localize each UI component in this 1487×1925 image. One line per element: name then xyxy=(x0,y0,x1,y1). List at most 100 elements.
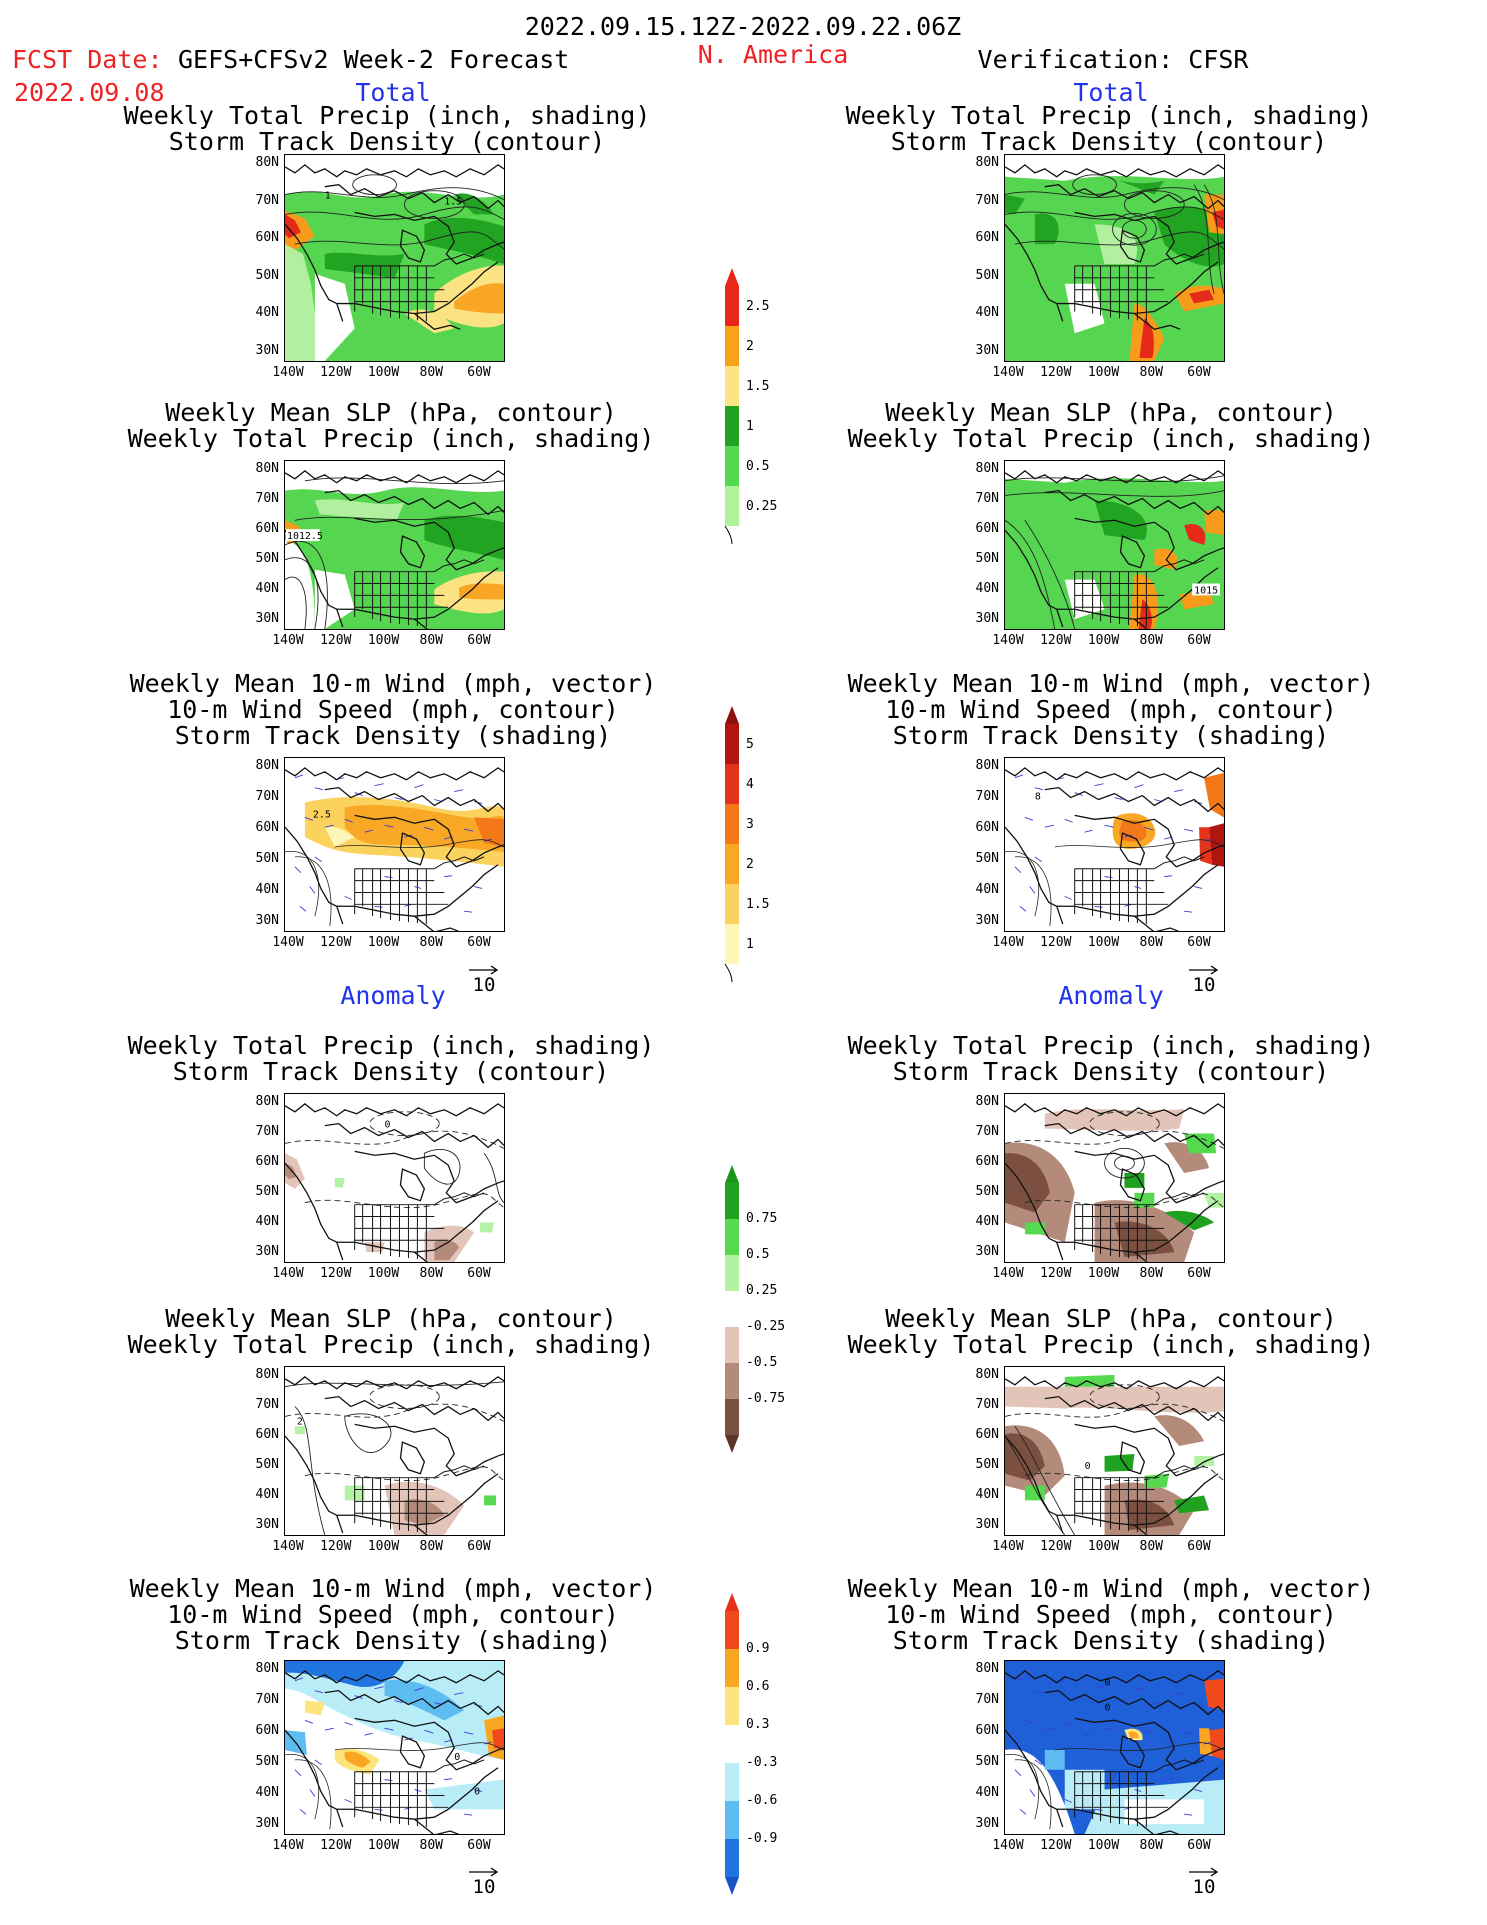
lon-tick-label: 120W xyxy=(1040,1539,1072,1554)
lon-tick-label: 80W xyxy=(419,1266,443,1281)
colorbar-top-arrow xyxy=(725,268,739,286)
panel-title-line: Weekly Total Precip (inch, shading) xyxy=(847,1330,1375,1359)
lon-tick-label: 60W xyxy=(1187,633,1211,648)
lat-tick-label: 30N xyxy=(975,1816,999,1831)
colorbar-swatch xyxy=(725,326,739,366)
colorbar-label: 2 xyxy=(746,857,754,872)
lon-tick-label: 140W xyxy=(992,935,1024,950)
lon-tick-label: 120W xyxy=(320,1539,352,1554)
colorbar-label: 2.5 xyxy=(746,299,770,314)
lon-tick-label: 100W xyxy=(367,1266,400,1281)
vector-reference-label: 10 xyxy=(472,1876,496,1898)
lon-tick-label: 80W xyxy=(419,935,443,950)
lon-tick-label: 140W xyxy=(992,1539,1024,1554)
fcst-date: 2022.09.08 xyxy=(14,78,165,107)
panel-title-line: Weekly Total Precip (inch, shading) xyxy=(127,1031,655,1060)
vector-reference-obs-anom: 10 xyxy=(1188,1866,1220,1897)
colorbar-label: -0.25 xyxy=(746,1319,786,1334)
contour-label: 0 xyxy=(1105,1702,1111,1713)
lon-tick-label: 120W xyxy=(1040,1266,1072,1281)
lon-tick-label: 140W xyxy=(992,1266,1024,1281)
colorbar-bottom-arrow xyxy=(724,963,733,982)
colorbar-swatch xyxy=(725,366,739,406)
lon-tick-label: 60W xyxy=(467,1266,491,1281)
lat-tick-label: 50N xyxy=(255,1457,279,1472)
contour-label: 1 xyxy=(325,191,331,202)
lat-tick-label: 70N xyxy=(255,1692,279,1707)
colorbar-top-arrow xyxy=(725,706,739,724)
colorbar-label: -0.6 xyxy=(746,1793,778,1808)
section-label-total-left: Total xyxy=(355,78,431,107)
panel-title-fc-total-wind: Weekly Mean 10-m Wind (mph, vector) 10-m… xyxy=(130,671,657,749)
panel-title-line: Weekly Total Precip (inch, shading) xyxy=(127,1330,655,1359)
panel-title-line: Storm Track Density (contour) xyxy=(172,1057,610,1086)
colorbar-swatches xyxy=(724,268,739,544)
lon-tick-label: 60W xyxy=(1187,365,1211,380)
colorbar-label: 0.25 xyxy=(746,499,778,514)
lon-tick-label: 120W xyxy=(1040,1838,1072,1853)
colorbar-swatch xyxy=(725,844,739,884)
lon-tick-label: 60W xyxy=(1187,1266,1211,1281)
colorbar-label: 0.5 xyxy=(746,459,770,474)
lat-tick-label: 30N xyxy=(255,1244,279,1259)
lon-tick-label: 80W xyxy=(1139,1539,1163,1554)
panel-title-line: Weekly Mean SLP (hPa, contour) xyxy=(885,1304,1337,1333)
lon-tick-label: 60W xyxy=(1187,1838,1211,1853)
lon-tick-label: 80W xyxy=(419,633,443,648)
lat-tick-label: 70N xyxy=(255,1397,279,1412)
lat-tick-label: 50N xyxy=(255,1184,279,1199)
lat-tick-label: 40N xyxy=(255,882,279,897)
vector-reference-obs-total: 10 xyxy=(1188,964,1220,995)
map-fc-total-precip: 1 1.5 xyxy=(284,154,505,362)
lat-tick-label: 60N xyxy=(255,521,279,536)
contour-label: 1.5 xyxy=(444,197,462,208)
colorbar-swatches xyxy=(725,1165,739,1453)
lon-tick-label: 100W xyxy=(1087,633,1120,648)
panel-title-fc-anom-slp: Weekly Mean SLP (hPa, contour) Weekly To… xyxy=(128,1306,655,1358)
colorbar-swatch xyxy=(725,1327,739,1363)
lon-tick-label: 100W xyxy=(367,1838,400,1853)
contour-label: 0 xyxy=(454,1752,460,1763)
lat-tick-label: 70N xyxy=(975,1692,999,1707)
lat-tick-label: 80N xyxy=(975,1367,999,1382)
lat-tick-label: 60N xyxy=(255,230,279,246)
colorbar-swatch xyxy=(725,1839,739,1877)
colorbar-swatch xyxy=(725,1687,739,1725)
panel-title-obs-anom-wind: Weekly Mean 10-m Wind (mph, vector) 10-m… xyxy=(848,1576,1375,1654)
colorbar-bottom-arrow xyxy=(725,1877,739,1895)
lat-tick-label: 50N xyxy=(975,267,999,283)
panel-title-line: 10-m Wind Speed (mph, contour) xyxy=(885,695,1337,724)
lat-tick-label: 80N xyxy=(255,155,279,170)
colorbar-swatch xyxy=(725,1291,739,1327)
lon-tick-label: 80W xyxy=(1139,1838,1163,1853)
lon-tick-label: 140W xyxy=(992,1838,1024,1853)
lon-tick-label: 60W xyxy=(1187,1539,1211,1554)
colorbar-swatch xyxy=(725,406,739,446)
panel-title-line: Weekly Mean 10-m Wind (mph, vector) xyxy=(847,669,1375,698)
lon-tick-label: 60W xyxy=(467,1838,491,1853)
lon-tick-label: 60W xyxy=(467,935,491,950)
colorbar-label: 0.5 xyxy=(746,1247,770,1262)
lat-tick-label: 50N xyxy=(975,1184,999,1199)
contour-label: 0 xyxy=(1085,1461,1091,1472)
lat-tick-label: 40N xyxy=(255,581,279,596)
panel-title-line: Weekly Mean SLP (hPa, contour) xyxy=(885,398,1337,427)
colorbar-bottom-arrow xyxy=(724,525,733,544)
contour-label: 0 xyxy=(1105,1678,1111,1689)
panel-title-line: Storm Track Density (contour) xyxy=(892,1057,1330,1086)
lat-tick-label: 50N xyxy=(975,851,999,866)
panel-title-line: Weekly Mean 10-m Wind (mph, vector) xyxy=(129,669,657,698)
lat-tick-label: 80N xyxy=(255,1367,279,1382)
lon-tick-label: 100W xyxy=(1087,1539,1120,1554)
lon-tick-label: 60W xyxy=(467,633,491,648)
map-obs-total-slp: 1015 xyxy=(1004,460,1225,630)
panel-title-line: Storm Track Density (shading) xyxy=(892,1626,1330,1655)
colorbar-label: 3 xyxy=(746,817,754,832)
lon-tick-label: 100W xyxy=(1087,1266,1120,1281)
panel-title-line: Weekly Total Precip (inch, shading) xyxy=(847,1031,1375,1060)
lat-tick-label: 40N xyxy=(975,1214,999,1229)
map-fc-total-slp: 1012.5 xyxy=(284,460,505,630)
lat-tick-label: 30N xyxy=(975,913,999,928)
verification-title: Verification: CFSR xyxy=(977,45,1249,74)
panel-title-line: 10-m Wind Speed (mph, contour) xyxy=(167,695,619,724)
